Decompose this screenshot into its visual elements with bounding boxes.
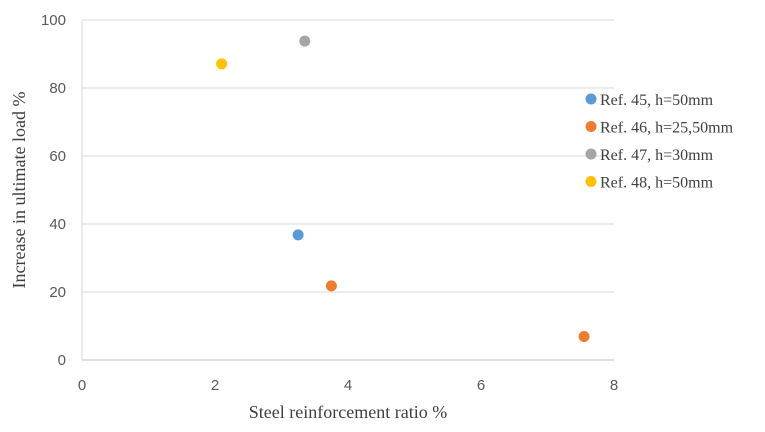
- x-tick-labels: 0 2 4 6 8: [78, 377, 618, 394]
- y-axis-title: Increase in ultimate load %: [9, 92, 29, 289]
- y-tick-label: 60: [49, 148, 66, 165]
- data-point-series-3-1: [299, 35, 311, 47]
- x-tick-label: 4: [344, 377, 352, 394]
- legend-label-series-2: Ref. 46, h=25,50mm: [600, 120, 734, 137]
- legend-marker-series-4: [585, 176, 597, 187]
- x-axis-title: Steel reinforcement ratio %: [249, 402, 447, 422]
- data-point-series-2-1: [325, 280, 337, 292]
- y-tick-label: 80: [49, 80, 66, 97]
- data-points: [216, 35, 590, 343]
- legend: Ref. 45, h=50mm Ref. 46, h=25,50mm Ref. 47…: [585, 92, 734, 192]
- y-tick-label: 40: [49, 216, 66, 233]
- legend-label-series-1: Ref. 45, h=50mm: [600, 92, 714, 109]
- legend-label-series-4: Ref. 48, h=50mm: [600, 175, 714, 192]
- x-tick-label: 0: [78, 377, 86, 394]
- legend-label-series-3: Ref. 47, h=30mm: [600, 147, 714, 164]
- legend-marker-series-1: [585, 93, 597, 105]
- gridlines: [82, 19, 614, 293]
- y-tick-labels: 0 20 40 60 80 100: [41, 12, 66, 369]
- x-tick-label: 6: [477, 377, 485, 394]
- axes: [81, 20, 614, 361]
- legend-marker-series-3: [585, 148, 597, 160]
- data-point-series-2-2: [578, 331, 590, 343]
- y-tick-label: 100: [41, 12, 66, 29]
- data-point-series-4-1: [216, 58, 228, 70]
- y-tick-label: 0: [58, 352, 66, 369]
- data-point-series-1-1: [292, 229, 304, 241]
- y-tick-label: 20: [49, 284, 66, 301]
- x-tick-label: 2: [211, 377, 219, 394]
- legend-marker-series-2: [585, 121, 597, 132]
- x-tick-label: 8: [610, 377, 618, 394]
